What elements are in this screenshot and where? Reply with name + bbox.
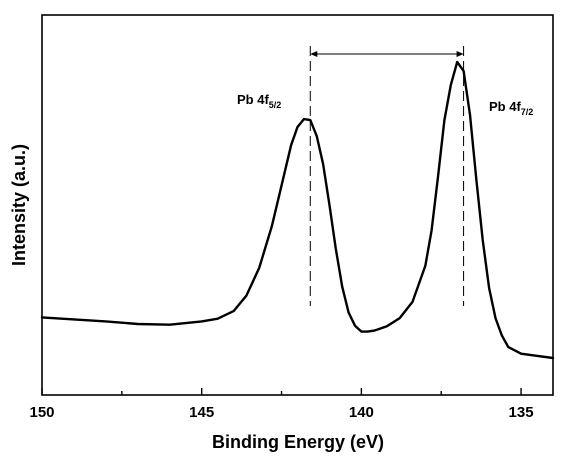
spectrum-line xyxy=(40,60,555,360)
peak-annotation: Pb 4f5/2 xyxy=(237,92,281,110)
spacing-arrow-head-left xyxy=(310,51,318,57)
peak-annotations: Pb 4f5/2 Pb 4f7/2 xyxy=(237,92,533,117)
x-tick-label: 145 xyxy=(189,404,214,421)
x-tick-label: 150 xyxy=(29,404,54,421)
peak-annotation-label: Pb 4f xyxy=(237,92,269,107)
x-tick-label: 135 xyxy=(509,404,534,421)
peak-spacing-arrow xyxy=(310,51,464,57)
x-axis-title: Binding Energy (eV) xyxy=(212,432,384,452)
peak-annotation: Pb 4f7/2 xyxy=(489,99,533,117)
spacing-arrow-head-right xyxy=(456,51,464,57)
x-tick-label: 140 xyxy=(349,404,374,421)
peak-annotation-subscript: 5/2 xyxy=(269,100,282,110)
x-axis-tick-labels: 150 145 140 135 xyxy=(29,404,533,421)
plot-frame xyxy=(41,14,554,396)
peak-annotation-label: Pb 4f xyxy=(489,99,521,114)
y-axis-title: Intensity (a.u.) xyxy=(9,144,29,266)
peak-markers xyxy=(309,46,465,306)
peak-annotation-subscript: 7/2 xyxy=(521,107,534,117)
x-axis-ticks xyxy=(41,388,522,395)
